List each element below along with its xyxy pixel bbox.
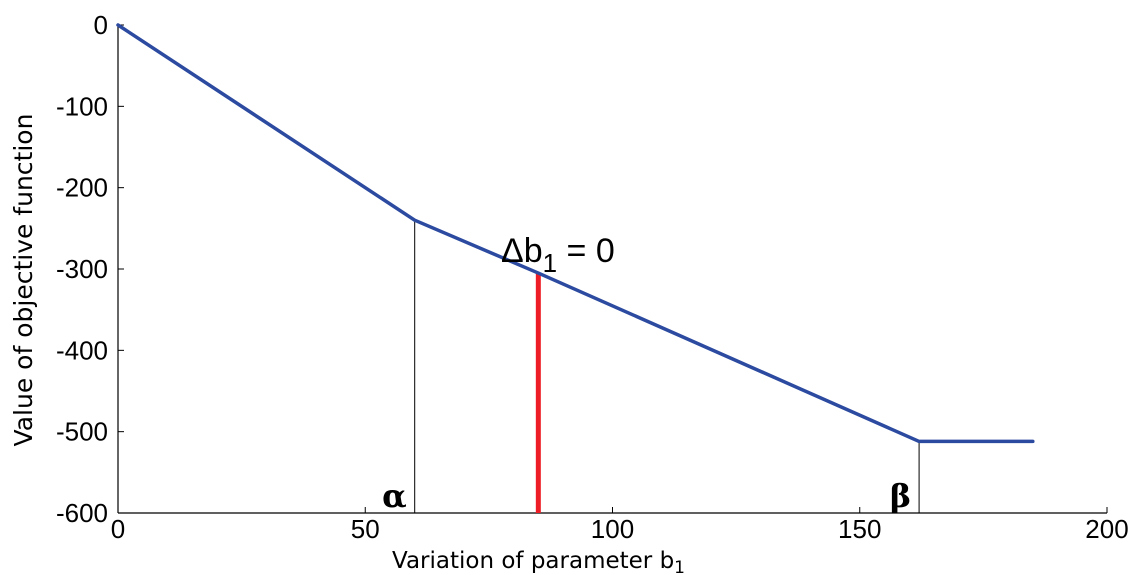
y-tick-label: -600 bbox=[56, 498, 108, 528]
boundary-marker-label: α bbox=[382, 477, 407, 515]
delta-b1-annotation: Δb1 = 0 bbox=[501, 232, 615, 278]
x-tick-label: 50 bbox=[351, 514, 380, 544]
x-tick-label: 100 bbox=[591, 514, 634, 544]
y-tick-label: -100 bbox=[56, 91, 108, 121]
y-axis-title: Value of objective function bbox=[9, 114, 38, 447]
markers bbox=[414, 220, 920, 513]
series bbox=[116, 23, 1035, 444]
x-tick-label: 150 bbox=[838, 514, 881, 544]
delta-b1-annotation-suffix: = 0 bbox=[557, 232, 615, 270]
ticks: 0 50 100 150 200 0 -100 -200 -300 -400 -500 -600 bbox=[56, 10, 1129, 544]
x-tick-label: 200 bbox=[1085, 514, 1128, 544]
y-tick-label: -500 bbox=[56, 417, 108, 447]
boundary-marker-label: β bbox=[890, 477, 911, 515]
y-tick-label: -200 bbox=[56, 173, 108, 203]
x-axis-title: Variation of parameter b1 bbox=[392, 548, 685, 575]
objective-function-line bbox=[116, 23, 1035, 444]
delta-b1-annotation-subscript: 1 bbox=[543, 248, 557, 278]
x-axis-title-main: Variation of parameter b bbox=[392, 548, 674, 574]
y-tick-label: -300 bbox=[56, 254, 108, 284]
y-tick-label: 0 bbox=[94, 10, 108, 40]
x-tick-label: 0 bbox=[111, 514, 125, 544]
x-axis-title-subscript: 1 bbox=[674, 558, 685, 575]
delta-b1-annotation-main: Δb bbox=[501, 232, 543, 270]
y-tick-label: -400 bbox=[56, 335, 108, 365]
